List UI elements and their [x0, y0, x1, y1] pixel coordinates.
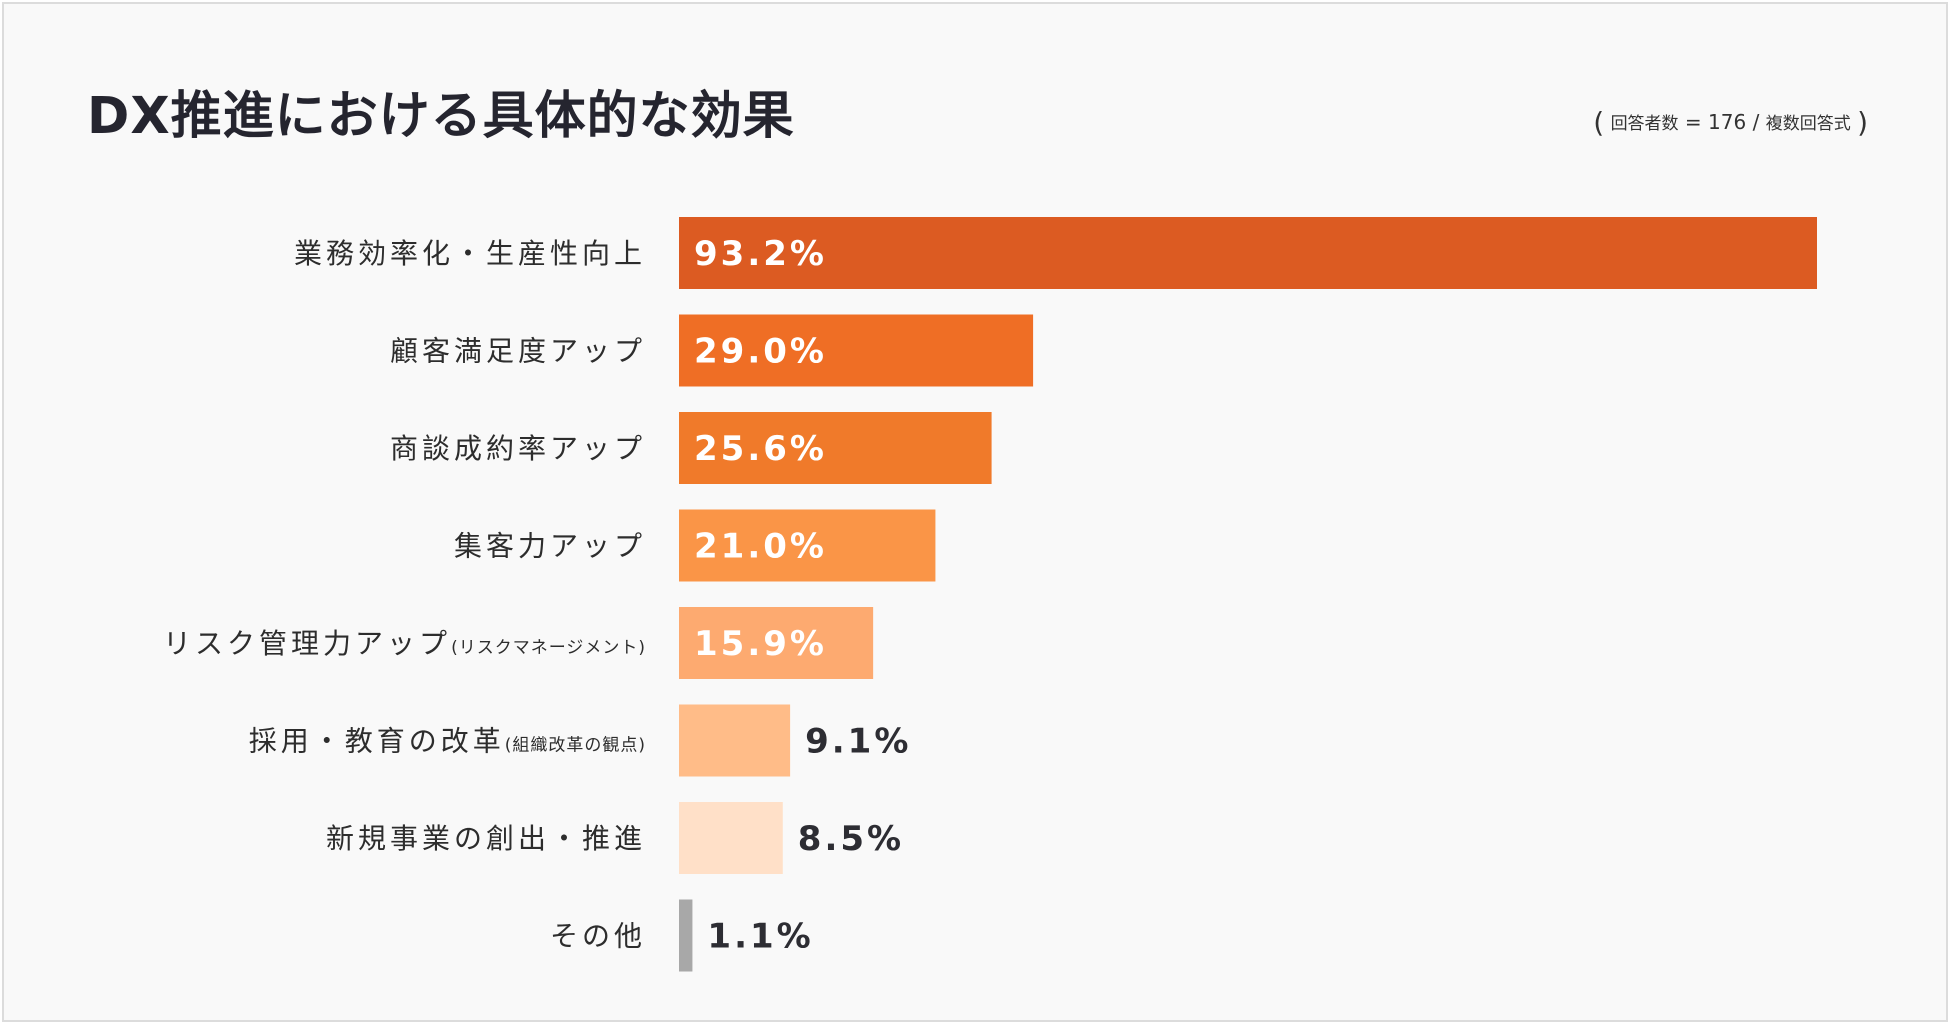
- bar-value-label: 29.0%: [694, 332, 827, 372]
- category-label-text: 採用・教育の改革: [249, 725, 505, 758]
- chart-title: DX推進における具体的な効果: [87, 87, 795, 146]
- category-sublabel: (組織改革の観点): [505, 736, 646, 756]
- bar-value-label: 21.0%: [694, 527, 827, 567]
- bar-value-label: 25.6%: [694, 429, 827, 469]
- category-label: リスク管理力アップ(リスクマネージメント): [163, 627, 646, 660]
- note-equals: =: [1684, 110, 1702, 134]
- category-label-text: その他: [550, 920, 646, 953]
- category-label: 集客力アップ: [454, 530, 646, 563]
- bar: [679, 899, 693, 972]
- category-label: その他: [550, 920, 646, 953]
- category-label-text: 業務効率化・生産性向上: [294, 237, 646, 270]
- category-sublabel: (リスクマネージメント): [451, 638, 646, 658]
- note-respondents-label: 回答者数: [1610, 114, 1679, 134]
- bar-value-label: 93.2%: [694, 234, 827, 274]
- category-label: 採用・教育の改革(組織改革の観点): [249, 725, 646, 758]
- category-label-text: 顧客満足度アップ: [390, 335, 646, 368]
- category-label: 業務効率化・生産性向上: [294, 237, 646, 270]
- category-label-text: リスク管理力アップ: [163, 627, 451, 660]
- bar: [679, 217, 1817, 289]
- bar-value-label: 8.5%: [798, 819, 904, 859]
- category-label: 顧客満足度アップ: [390, 335, 646, 368]
- respondent-note: ( 回答者数 = 176 / 複数回答式 ): [1593, 106, 1868, 139]
- bar: [679, 509, 936, 582]
- bar: [679, 607, 874, 679]
- note-slash: /: [1752, 110, 1760, 134]
- bar-chart: 業務効率化・生産性向上 93.2% 顧客満足度アップ 29.0% 商談成約率アップ 25.…: [163, 217, 1817, 972]
- category-label: 商談成約率アップ: [390, 432, 646, 465]
- category-label-text: 集客力アップ: [454, 530, 646, 563]
- bar: [679, 802, 783, 874]
- bar-value-label: 9.1%: [805, 722, 911, 762]
- category-label-text: 新規事業の創出・推進: [326, 822, 646, 855]
- note-respondents-count: 176: [1708, 110, 1747, 134]
- bar: [679, 314, 1034, 387]
- bar: [679, 412, 992, 484]
- bar: [679, 704, 791, 777]
- note-open-paren: (: [1593, 106, 1605, 139]
- bar-value-label: 1.1%: [707, 917, 813, 957]
- bar-value-label: 15.9%: [694, 624, 827, 664]
- category-label: 新規事業の創出・推進: [326, 822, 646, 855]
- note-close-paren: ): [1857, 106, 1868, 139]
- category-label-text: 商談成約率アップ: [390, 432, 646, 465]
- note-answer-type: 複数回答式: [1765, 114, 1851, 134]
